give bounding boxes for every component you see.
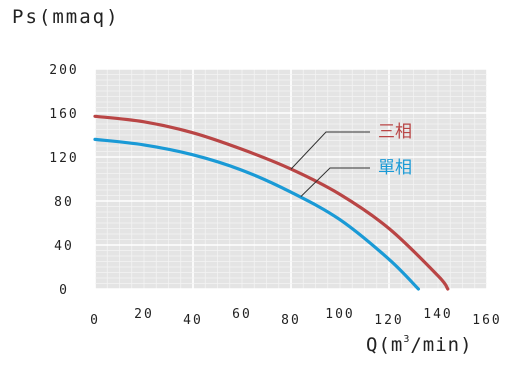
x-axis-label-superscript: 3 [403, 333, 411, 345]
x-axis-label: Q(m3/min) [366, 334, 473, 356]
grid-lines [94, 68, 488, 290]
y-tick-label: 160 [49, 107, 78, 122]
x-tick-label: 80 [281, 313, 301, 328]
y-tick-label: 80 [54, 195, 74, 210]
y-tick-label: 40 [54, 239, 74, 254]
x-tick-label: 160 [472, 313, 501, 328]
y-tick-label: 0 [59, 283, 69, 298]
legend-leader-line [290, 131, 370, 170]
y-tick-labels: 200 160 120 80 40 0 [49, 63, 78, 298]
y-tick-label: 200 [49, 63, 78, 78]
x-tick-label: 140 [423, 307, 452, 322]
x-tick-label: 20 [134, 307, 154, 322]
x-tick-labels: 0 20 40 60 80 100 120 140 160 [90, 307, 501, 328]
x-axis-label-tail: /min) [410, 334, 473, 356]
y-tick-label: 120 [49, 151, 78, 166]
legend-label: 單相 [378, 158, 412, 178]
y-axis-label: Ps(mmaq) [12, 6, 120, 28]
x-axis-label-main: Q(m [366, 334, 404, 356]
series-line-2 [93, 137, 420, 291]
x-tick-label: 120 [374, 313, 403, 328]
legend-leader-line [300, 167, 370, 197]
x-tick-label: 60 [232, 307, 252, 322]
x-tick-label: 100 [325, 307, 354, 322]
legend-label: 三相 [378, 122, 412, 142]
x-tick-label: 0 [90, 313, 100, 328]
x-tick-label: 40 [183, 313, 203, 328]
